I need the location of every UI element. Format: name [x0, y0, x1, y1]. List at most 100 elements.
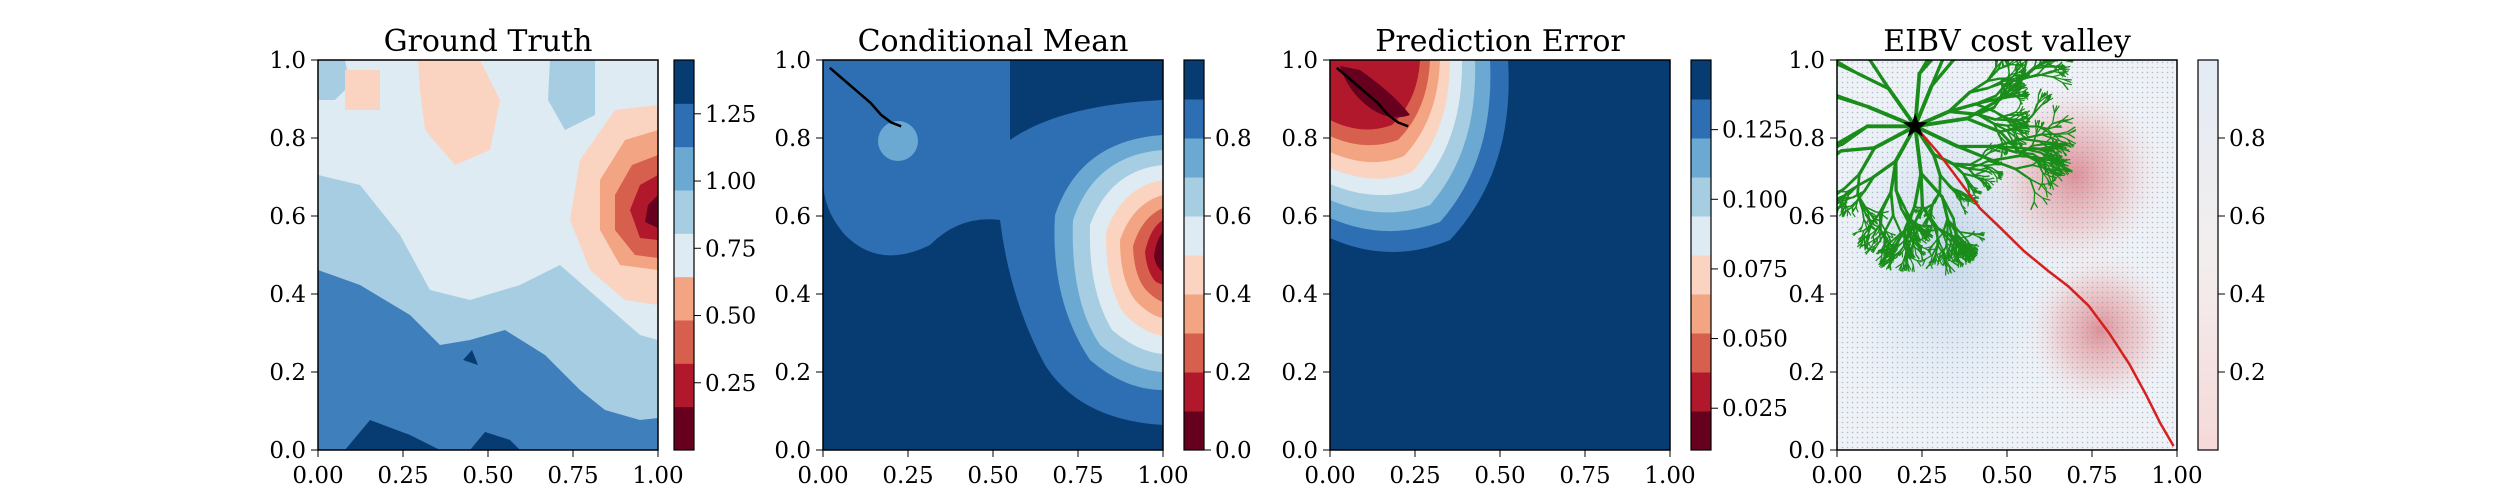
tree-edge	[1776, 163, 1781, 166]
tree-edge	[1837, 62, 1860, 75]
tree-edge	[1837, 198, 1838, 200]
tree-edge	[1834, 30, 1839, 35]
colorbar-segment	[1691, 333, 1711, 373]
tree-edge	[1784, 164, 1788, 165]
tree-edge	[1794, 173, 1800, 175]
tree-edge	[2063, 117, 2074, 123]
tree-edge	[1805, 184, 1807, 188]
tree-edge	[1774, 167, 1778, 170]
tree-edge	[1793, 159, 1800, 161]
tree-edge	[2013, 126, 2017, 136]
tree-edge	[1977, 12, 1980, 18]
tree-edge	[1985, 6, 1990, 9]
tree-edge	[1807, 154, 1822, 162]
x-tick-label: 0.75	[547, 463, 598, 489]
tree-edge	[2030, 201, 2035, 210]
tree-edge	[1834, 23, 1838, 26]
tree-edge	[1784, 89, 1795, 91]
tree-edge	[1831, 25, 1834, 29]
tree-edge	[1924, 246, 1932, 249]
tree-edge	[1985, 185, 1990, 191]
tree-edge	[1980, 14, 1985, 20]
tree-edge	[2056, 167, 2064, 174]
tree-edge	[2034, 156, 2048, 160]
tree-edge	[2051, 112, 2056, 125]
tree-edge	[1784, 170, 1788, 174]
tree-edge	[1786, 159, 1792, 161]
tree-edge	[2002, 20, 2009, 23]
tree-edge	[1785, 85, 1795, 91]
tree-edge	[1888, 256, 1893, 264]
tree-edge	[1947, 253, 1953, 260]
tree-edge	[2002, 144, 2007, 151]
tree-edge	[1789, 152, 1792, 156]
tree-edge	[1992, 9, 1997, 12]
tree-edge	[1790, 176, 1791, 183]
tree-edge	[1903, 263, 1906, 271]
tree-edge	[1897, 224, 1909, 241]
tree-edge	[1997, 13, 1998, 20]
tree-edge	[2014, 73, 2021, 77]
tree-edge	[1785, 94, 1794, 102]
tree-edge	[2015, 125, 2019, 132]
tree-edge	[1775, 148, 1782, 149]
tree-edge	[1967, 167, 1981, 171]
tree-edge	[1782, 93, 1794, 94]
tree-edge	[1838, 20, 1839, 25]
tree-edge	[1781, 155, 1785, 158]
tree-edge	[2054, 164, 2063, 166]
tree-edge	[1774, 168, 1779, 171]
tree-edge	[1808, 30, 1813, 35]
tree-edge	[1789, 176, 1793, 179]
tree-edge	[1808, 30, 1812, 34]
tree-edge	[1787, 31, 1790, 39]
tree-edge	[1820, 25, 1824, 34]
tree-edge	[1842, 172, 1861, 190]
tree-edge	[1831, 203, 1836, 205]
tree-edge	[1779, 164, 1784, 167]
y-ticks: 0.0 0.2 0.4 0.6 0.8 1.0	[774, 48, 823, 464]
tree-edge	[1810, 188, 1814, 193]
tree-edge	[1881, 245, 1885, 257]
tree-edge	[2005, 95, 2017, 99]
tree-edge	[1797, 179, 1801, 182]
tree-edge	[1976, 112, 1997, 121]
tree-edge	[1876, 238, 1879, 244]
tree-edge	[1961, 197, 1965, 203]
tree-edge	[1771, 103, 1777, 105]
tree-edge	[1793, 159, 1799, 163]
tree-edge	[1788, 166, 1793, 168]
tree-edge	[1825, 214, 1828, 218]
tree-edge	[1851, 23, 1858, 30]
colorbar-segment	[1691, 99, 1711, 139]
tree-edge	[1795, 31, 1797, 37]
tree-edge	[1814, 34, 1821, 38]
tree-edge	[1983, 11, 1988, 12]
tree-edge	[1805, 186, 1810, 193]
tree-edge	[1840, 124, 1869, 146]
tree-edge	[1780, 62, 1787, 70]
tree-edge	[1885, 247, 1890, 255]
tree-edge	[1801, 183, 1805, 185]
tree-edge	[2018, 130, 2025, 135]
tree-edge	[2055, 135, 2062, 138]
heatmap	[823, 60, 1163, 450]
tree-edge	[1889, 233, 1901, 244]
tree-edge	[1834, 27, 1840, 30]
tree-edge	[1775, 93, 1782, 94]
tree-edge	[2006, 111, 2017, 117]
tree-edge	[1773, 85, 1776, 90]
tree-edge	[1973, 9, 1974, 15]
tree-edge	[1981, 13, 1985, 19]
tree-edge	[1965, 197, 1969, 202]
tree-edge	[1772, 79, 1777, 81]
tree-edge	[1855, 199, 1859, 208]
tree-edge	[1782, 49, 1788, 52]
tree-edge	[1827, 197, 1831, 198]
tree-edge	[1788, 157, 1800, 158]
tree-edge	[1829, 24, 1834, 26]
tree-edge	[1774, 107, 1780, 110]
tree-edge	[1952, 217, 1959, 237]
tree-edge	[1954, 3, 1959, 16]
tree-edge	[2015, 65, 2022, 75]
